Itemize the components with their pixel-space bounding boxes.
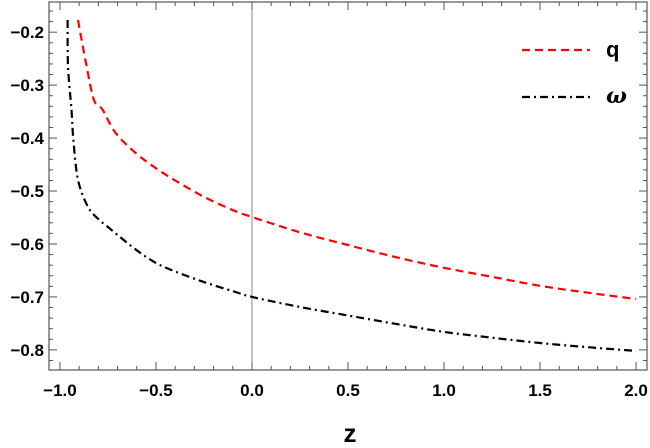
y-tick-label: −0.2 (10, 23, 44, 42)
x-axis-tick-labels: −1.0 −0.5 0.0 0.5 1.0 1.5 2.0 (43, 381, 648, 400)
y-tick-label: −0.6 (10, 235, 44, 254)
y-tick-label: −0.5 (10, 182, 44, 201)
x-tick-label: 0.5 (336, 381, 360, 400)
y-tick-label: −0.7 (10, 288, 44, 307)
x-tick-label: 1.5 (528, 381, 552, 400)
plot-frame (48, 1, 648, 371)
plot-curves (66, 19, 637, 352)
x-tick-label: −0.5 (139, 381, 173, 400)
legend-label-omega: ω (606, 83, 627, 109)
x-tick-label: 1.0 (432, 381, 456, 400)
curve-q (76, 19, 637, 301)
y-tick-label: −0.4 (10, 129, 44, 148)
y-tick-label: −0.3 (10, 76, 44, 95)
x-tick-label: −1.0 (43, 381, 77, 400)
curve-omega (66, 19, 637, 352)
x-tick-label: 2.0 (624, 381, 648, 400)
axis-ticks (49, 2, 647, 370)
legend-label-q: q (606, 37, 619, 62)
x-tick-label: 0.0 (240, 381, 264, 400)
x-axis-title: z (344, 418, 357, 448)
legend: q ω (522, 37, 627, 109)
y-tick-label: −0.8 (10, 341, 44, 360)
y-axis-tick-labels: −0.2 −0.3 −0.4 −0.5 −0.6 −0.7 −0.8 (10, 23, 44, 360)
